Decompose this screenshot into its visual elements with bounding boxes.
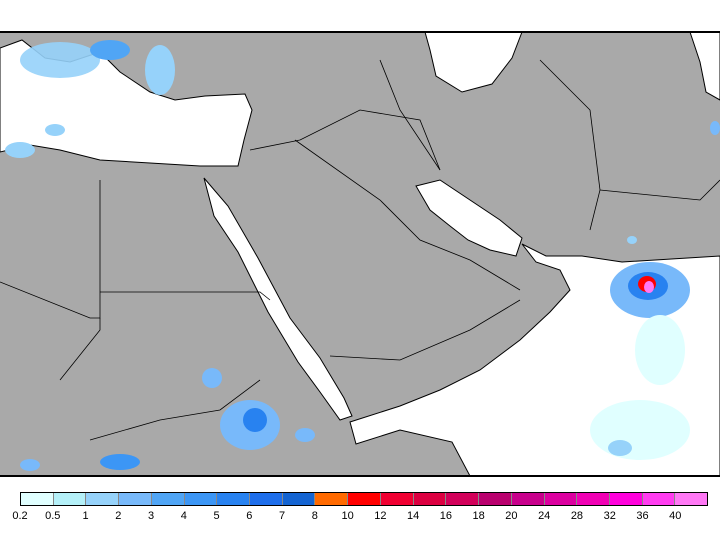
legend-label: 0.2 [12, 510, 28, 522]
legend-swatch [380, 493, 414, 505]
legend-swatch [511, 493, 545, 505]
legend-label: 14 [407, 510, 420, 522]
legend-label: 40 [669, 510, 682, 522]
legend-swatch [53, 493, 87, 505]
persian-gulf [415, 179, 523, 257]
black-sea [424, 31, 523, 93]
legend-label: 24 [538, 510, 551, 522]
legend-label: 18 [472, 510, 485, 522]
precipitation-map [0, 31, 720, 477]
legend-label: 5 [213, 510, 220, 522]
legend-swatch [282, 493, 316, 505]
legend-swatch [413, 493, 447, 505]
legend-swatch [446, 493, 480, 505]
legend-label: 32 [603, 510, 616, 522]
precipitation-areas [5, 40, 720, 471]
legend-swatch [250, 493, 283, 505]
legend-label: 12 [374, 510, 387, 522]
legend-label: 6 [246, 510, 253, 522]
legend-label: 20 [505, 510, 518, 522]
legend-label: 10 [341, 510, 354, 522]
legend-label: 0.5 [45, 510, 61, 522]
legend-swatch [217, 493, 251, 505]
legend-labels: 0.2 0.5 1 2 3 4 5 6 7 8 10 12 14 16 18 20 24 28 32 36 40 [12, 510, 708, 524]
legend-label: 28 [570, 510, 584, 522]
legend-swatch [184, 493, 218, 505]
legend-swatch [348, 493, 381, 505]
legend-swatch [151, 493, 185, 505]
color-legend [20, 492, 708, 506]
legend-swatch [315, 493, 349, 505]
legend-label: 3 [147, 510, 155, 522]
legend-swatch [86, 493, 120, 505]
country-borders [0, 59, 720, 441]
legend-swatch [577, 493, 610, 505]
legend-swatch [21, 493, 54, 505]
red-sea [203, 177, 353, 421]
legend-label: 4 [180, 510, 187, 522]
legend-swatch [675, 493, 708, 505]
legend-swatch [479, 493, 512, 505]
legend-swatch [119, 493, 152, 505]
legend-label: 36 [636, 510, 649, 522]
legend-label: 2 [115, 510, 122, 522]
legend-swatch [544, 493, 578, 505]
legend-label: 1 [82, 510, 89, 522]
legend-label: 8 [311, 510, 318, 522]
legend-label: 7 [279, 510, 286, 522]
legend-swatch [609, 493, 643, 505]
legend-label: 16 [439, 510, 453, 522]
legend-swatch [642, 493, 676, 505]
